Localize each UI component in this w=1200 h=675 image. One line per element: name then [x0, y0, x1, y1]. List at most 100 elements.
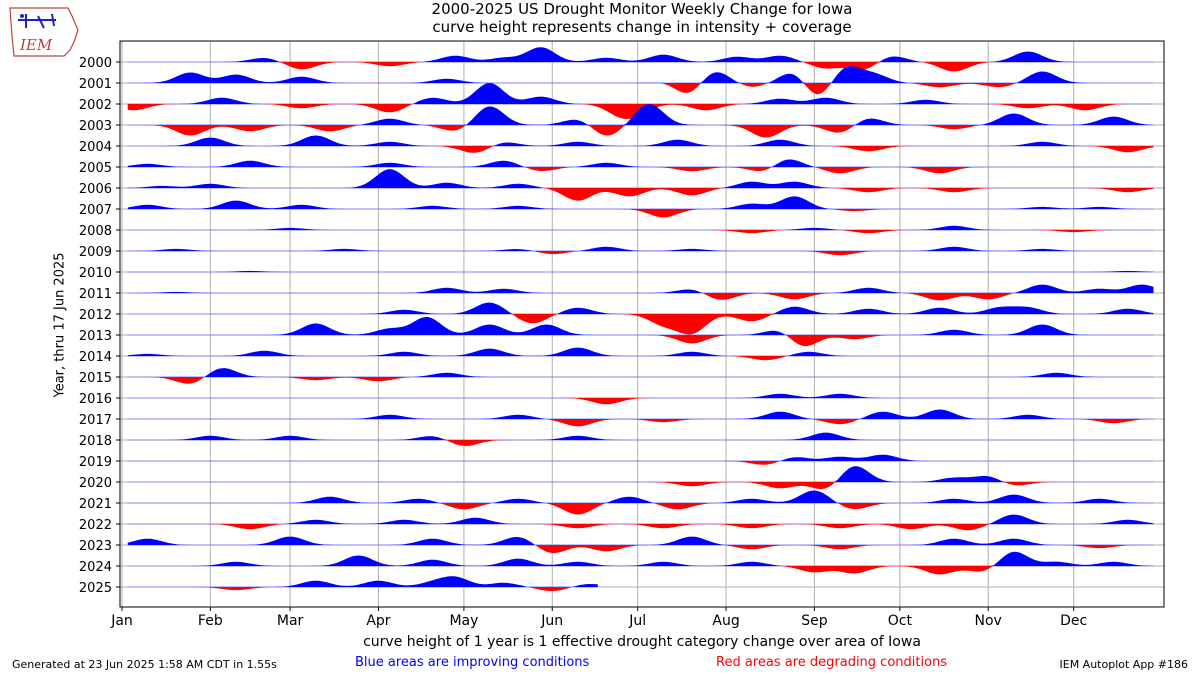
- generated-note: Generated at 23 Jun 2025 1:58 AM CDT in …: [12, 658, 277, 671]
- improving-note: Blue areas are improving conditions: [355, 655, 590, 670]
- x-tick-label: Jan: [110, 613, 133, 629]
- y-tick-label: 2012: [79, 308, 112, 323]
- degrading-note: Red areas are degrading conditions: [716, 655, 948, 670]
- y-tick-label: 2011: [79, 287, 112, 302]
- improving-area-2012: [127, 302, 1154, 314]
- improving-area-2007: [127, 196, 1154, 209]
- degrading-area-2024: [127, 566, 1154, 575]
- improving-area-2010: [127, 270, 1154, 272]
- improving-area-2016: [127, 393, 1154, 398]
- degrading-area-2005: [127, 167, 1154, 174]
- y-tick-label: 2023: [79, 539, 112, 554]
- x-axis-label: curve height of 1 year is 1 effective dr…: [363, 634, 921, 650]
- x-tick-label: Jul: [628, 613, 646, 629]
- degrading-area-2007: [127, 209, 1154, 218]
- improving-area-2002: [127, 83, 1154, 104]
- degrading-area-2009: [127, 251, 1154, 256]
- improving-area-2003: [127, 104, 1154, 125]
- x-tick-label: Jun: [540, 613, 563, 629]
- degrading-area-2013: [127, 335, 1154, 347]
- improving-area-2019: [127, 454, 1154, 461]
- degrading-area-2015: [127, 377, 1154, 384]
- y-tick-label: 2010: [79, 266, 112, 281]
- degrading-area-2006: [127, 188, 1154, 201]
- x-tick-label: Apr: [366, 613, 390, 629]
- x-tick-label: Nov: [975, 613, 1002, 629]
- improving-area-2013: [127, 316, 1154, 335]
- degrading-area-2004: [127, 146, 1154, 153]
- improving-area-2021: [127, 490, 1154, 503]
- degrading-area-2008: [127, 230, 1154, 234]
- plot-frame: [119, 40, 1165, 608]
- degrading-area-2017: [127, 419, 1154, 427]
- improving-area-2000: [127, 47, 1154, 62]
- y-tick-label: 2009: [79, 245, 112, 260]
- improving-area-2004: [127, 135, 1154, 146]
- improving-area-2009: [127, 246, 1154, 251]
- improving-area-2011: [127, 284, 1154, 293]
- improving-area-2025: [127, 576, 598, 587]
- y-tick-label: 2018: [79, 434, 112, 449]
- y-tick-label: 2006: [79, 182, 112, 197]
- improving-area-2022: [127, 514, 1154, 524]
- degrading-area-2012: [127, 314, 1154, 335]
- x-tick-label: Aug: [712, 613, 739, 629]
- improving-area-2024: [127, 551, 1154, 566]
- improving-area-2023: [127, 536, 1154, 545]
- y-tick-label: 2017: [79, 413, 112, 428]
- chart-title: 2000-2025 US Drought Monitor Weekly Chan…: [431, 0, 853, 18]
- y-tick-label: 2007: [79, 203, 112, 218]
- improving-area-2005: [127, 159, 1154, 167]
- y-tick-label: 2021: [79, 497, 112, 512]
- y-tick-label: 2008: [79, 224, 112, 239]
- iem-logo: IEM: [9, 7, 79, 57]
- degrading-area-2025: [127, 587, 598, 592]
- y-tick-label: 2000: [79, 56, 112, 71]
- degrading-area-2023: [127, 545, 1154, 553]
- improving-area-2014: [127, 347, 1154, 356]
- y-tick-label: 2005: [79, 161, 112, 176]
- improving-area-2015: [127, 368, 1154, 377]
- x-tick-label: Oct: [888, 613, 913, 629]
- degrading-area-2003: [127, 125, 1154, 138]
- x-tick-label: Sep: [801, 613, 828, 629]
- improving-area-2018: [127, 432, 1154, 440]
- degrading-area-2011: [127, 293, 1154, 301]
- x-tick-label: May: [449, 613, 478, 629]
- y-tick-label: 2001: [79, 77, 112, 92]
- degrading-area-2019: [127, 461, 1154, 465]
- x-tick-label: Feb: [198, 613, 223, 629]
- x-tick-label: Dec: [1060, 613, 1087, 629]
- improving-area-2001: [127, 66, 1154, 83]
- improving-area-2017: [127, 409, 1154, 419]
- x-tick-label: Mar: [277, 613, 304, 629]
- degrading-area-2022: [127, 524, 1154, 531]
- y-tick-label: 2019: [79, 455, 112, 470]
- y-tick-label: 2002: [79, 98, 112, 113]
- y-tick-label: 2003: [79, 119, 112, 134]
- y-tick-label: 2015: [79, 371, 112, 386]
- degrading-area-2014: [127, 356, 1154, 361]
- y-tick-label: 2016: [79, 392, 112, 407]
- degrading-area-2001: [127, 83, 1154, 95]
- y-tick-label: 2024: [79, 560, 112, 575]
- area-layer: [127, 47, 1154, 592]
- axis-layer: Jan Feb Mar Apr May Jun Jul Aug Sep Oct Nov Dec 2000…: [79, 40, 1165, 629]
- y-tick-label: 2013: [79, 329, 112, 344]
- y-tick-label: 2014: [79, 350, 112, 365]
- y-tick-label: 2004: [79, 140, 112, 155]
- app-note: IEM Autoplot App #186: [1059, 658, 1189, 671]
- y-tick-label: 2025: [79, 581, 112, 596]
- improving-area-2006: [127, 169, 1154, 188]
- degrading-area-2000: [127, 62, 1154, 72]
- y-tick-label: 2020: [79, 476, 112, 491]
- improving-area-2008: [127, 225, 1154, 230]
- improving-area-2020: [127, 466, 1154, 482]
- svg-text:IEM: IEM: [19, 36, 53, 54]
- degrading-area-2021: [127, 503, 1154, 515]
- chart-subtitle: curve height represents change in intens…: [432, 18, 852, 36]
- degrading-area-2016: [127, 398, 1154, 405]
- y-tick-label: 2022: [79, 518, 112, 533]
- degrading-area-2018: [127, 440, 1154, 446]
